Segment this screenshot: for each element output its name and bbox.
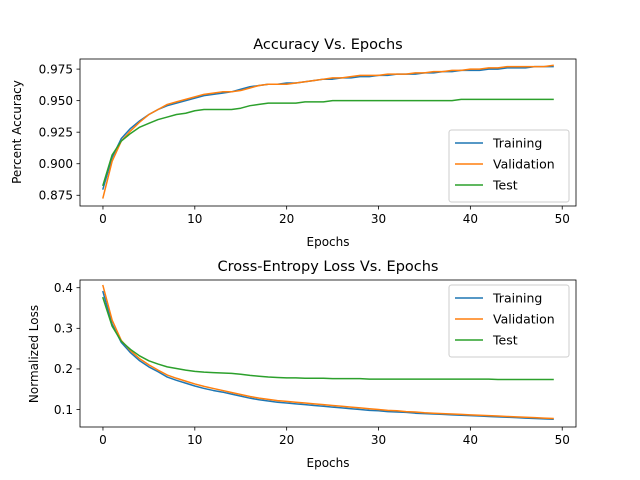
accuracy-x-tick-label: 50 — [555, 212, 570, 226]
loss-axes-frame — [79, 279, 577, 428]
accuracy-x-tick-label: 10 — [187, 212, 202, 226]
loss-legend: Training Validation Test — [448, 284, 570, 358]
loss-x-axis-label: Epochs — [307, 456, 350, 470]
loss-legend-label-validation: Validation — [493, 312, 555, 327]
loss-legend-box — [448, 284, 570, 358]
accuracy-chart: Accuracy Vs. Epochs 0 10 20 30 40 50 0.875 0.90… — [10, 37, 577, 249]
accuracy-legend-label-test: Test — [492, 178, 518, 193]
loss-x-tick-label: 0 — [99, 433, 107, 447]
loss-series-validation-line — [102, 284, 554, 420]
loss-y-tick-label: 0.2 — [54, 362, 73, 376]
accuracy-x-tick-label: 20 — [279, 212, 294, 226]
loss-plot-area: 0 10 20 30 40 50 0.1 0.2 0.3 0.4 Training Validatio… — [54, 279, 577, 447]
accuracy-series-test-line — [102, 98, 554, 187]
loss-chart-title: Cross-Entropy Loss Vs. Epochs — [218, 259, 439, 275]
loss-y-tick-label: 0.1 — [54, 403, 73, 417]
loss-series-training-line — [102, 290, 554, 421]
accuracy-y-tick-label: 0.950 — [39, 94, 73, 108]
loss-legend-label-training: Training — [492, 291, 542, 306]
accuracy-y-tick-label: 0.875 — [39, 189, 73, 203]
loss-series-test-line — [102, 296, 554, 381]
accuracy-legend-label-validation: Validation — [493, 157, 555, 172]
loss-x-tick-label: 20 — [279, 433, 294, 447]
loss-x-tick-label: 30 — [371, 433, 386, 447]
accuracy-plot-area: 0 10 20 30 40 50 0.875 0.900 0.925 0.950 0.975 Trai… — [39, 58, 577, 226]
accuracy-y-tick-label: 0.900 — [39, 157, 73, 171]
accuracy-chart-title: Accuracy Vs. Epochs — [253, 37, 402, 53]
accuracy-legend-box — [448, 129, 570, 203]
accuracy-x-axis-label: Epochs — [307, 235, 350, 249]
loss-chart: Cross-Entropy Loss Vs. Epochs 0 10 20 30 40 5… — [27, 259, 577, 470]
accuracy-legend-label-training: Training — [492, 136, 542, 151]
accuracy-legend: Training Validation Test — [448, 129, 570, 203]
accuracy-y-tick-label: 0.975 — [39, 62, 73, 76]
loss-x-tick-label: 10 — [187, 433, 202, 447]
loss-x-tick-label: 40 — [463, 433, 478, 447]
loss-x-tick-label: 50 — [555, 433, 570, 447]
accuracy-y-axis-label: Percent Accuracy — [10, 80, 24, 184]
accuracy-x-tick-label: 0 — [99, 212, 107, 226]
loss-y-tick-label: 0.4 — [54, 281, 73, 295]
accuracy-y-tick-label: 0.925 — [39, 125, 73, 139]
accuracy-x-tick-label: 30 — [371, 212, 386, 226]
accuracy-x-tick-label: 40 — [463, 212, 478, 226]
accuracy-series-validation-line — [102, 64, 554, 199]
loss-y-tick-label: 0.3 — [54, 322, 73, 336]
loss-legend-label-test: Test — [492, 333, 518, 348]
loss-y-axis-label: Normalized Loss — [27, 305, 41, 403]
